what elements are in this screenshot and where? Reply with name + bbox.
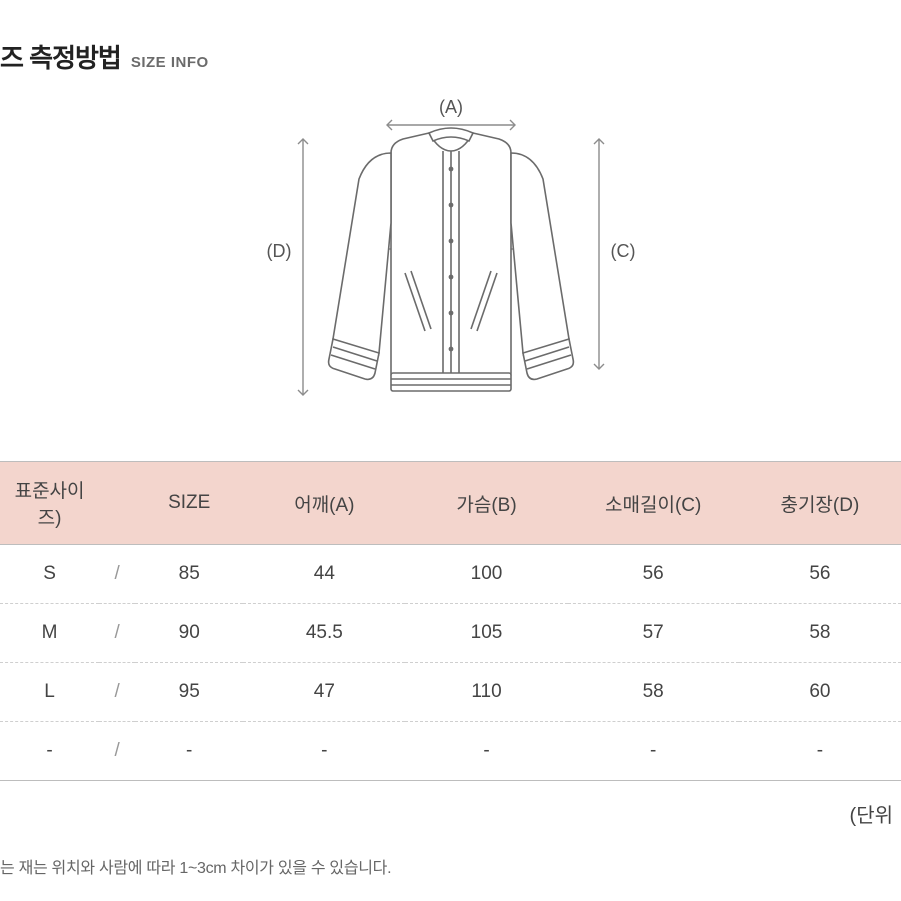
col-header-c: 소매길이(C) [568,462,739,545]
cell-a: 45.5 [243,604,405,663]
col-header-spacer [99,462,135,545]
col-header-d: 충기장(D) [739,462,901,545]
cell-std: - [0,722,99,781]
title-korean: 즈 측정방법 [0,38,121,75]
cell-slash: / [99,545,135,604]
cell-slash: / [99,604,135,663]
cell-slash: / [99,722,135,781]
cell-size: - [135,722,243,781]
cell-std: S [0,545,99,604]
cell-b: 105 [405,604,567,663]
measurement-note: 는 재는 위치와 사람에 따라 1~3cm 차이가 있을 수 있습니다. [0,828,901,878]
diagram-label-c: (C) [610,241,635,261]
size-table-head: 표준사이즈) SIZE어깨(A)가슴(B)소매길이(C)충기장(D) [0,462,901,545]
cell-b: 100 [405,545,567,604]
cell-std: M [0,604,99,663]
cell-d: 58 [739,604,901,663]
header: 즈 측정방법 SIZE INFO [0,0,901,75]
cell-c: 58 [568,663,739,722]
col-header-size: SIZE [135,462,243,545]
cell-a: 47 [243,663,405,722]
diagram-label-d: (D) [266,241,291,261]
cell-c: - [568,722,739,781]
cell-b: - [405,722,567,781]
col-header-std: 표준사이즈) [0,462,99,545]
size-table-body: S/85441005656M/9045.51055758L/9547110586… [0,545,901,781]
col-header-a: 어깨(A) [243,462,405,545]
cell-b: 110 [405,663,567,722]
cell-a: - [243,722,405,781]
cell-size: 90 [135,604,243,663]
size-diagram-container: (A) (B) (C) (D) [0,83,901,443]
table-row: S/85441005656 [0,545,901,604]
table-row: M/9045.51055758 [0,604,901,663]
cell-std: L [0,663,99,722]
cell-c: 57 [568,604,739,663]
cell-size: 95 [135,663,243,722]
cell-d: 56 [739,545,901,604]
title-english: SIZE INFO [131,54,209,71]
cell-d: - [739,722,901,781]
unit-label: (단위 [0,781,901,828]
cell-d: 60 [739,663,901,722]
cell-c: 56 [568,545,739,604]
size-table: 표준사이즈)SIZE어깨(A)가슴(B)소매길이(C)충기장(D) S/8544… [0,461,901,781]
table-row: L/95471105860 [0,663,901,722]
table-row: -/----- [0,722,901,781]
cell-a: 44 [243,545,405,604]
cell-size: 85 [135,545,243,604]
diagram-label-a: (A) [439,97,463,117]
jacket-size-diagram: (A) (B) (C) (D) [241,83,661,443]
col-header-b: 가슴(B) [405,462,567,545]
cell-slash: / [99,663,135,722]
